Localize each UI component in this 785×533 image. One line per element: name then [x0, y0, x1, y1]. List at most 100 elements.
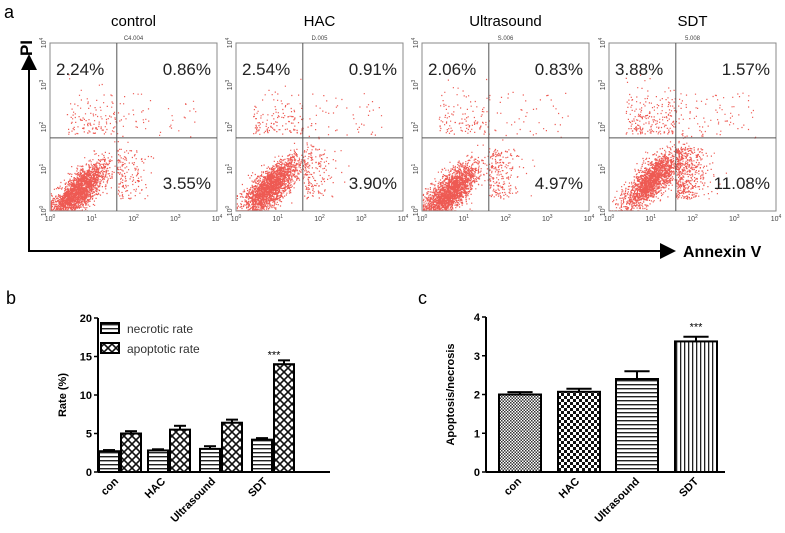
- y-tick-label: 10: [80, 390, 92, 402]
- sample-id: S.006: [498, 36, 514, 42]
- y-tick-label: 1: [474, 428, 480, 440]
- y-tick-label: 101: [598, 163, 607, 174]
- y-tick-label: 3: [474, 351, 480, 363]
- y-tick-label: 103: [225, 79, 234, 90]
- sample-id: C4.004: [124, 36, 144, 42]
- x-tick-label: 103: [356, 214, 367, 223]
- y-tick-label: 100: [411, 205, 420, 216]
- scatter-points: [236, 78, 383, 212]
- y-tick-label: 4: [474, 312, 481, 324]
- quadrant-lower-right: 3.55%: [163, 174, 211, 193]
- plot-frame: [608, 42, 777, 212]
- x-tick-label: 104: [771, 214, 782, 223]
- bar-ratio-ultrasound: [615, 378, 659, 473]
- sample-id: D.005: [311, 36, 328, 42]
- y-tick-label: 100: [225, 205, 234, 216]
- legend-label: apoptotic rate: [127, 342, 200, 356]
- x-tick-label: 101: [86, 214, 97, 223]
- y-tick-label: 103: [598, 79, 607, 90]
- x-tick-label: 102: [128, 214, 139, 223]
- plot-title: Ultrasound: [469, 13, 542, 30]
- x-tick-label: HAC: [143, 476, 168, 501]
- legend-label: necrotic rate: [127, 322, 193, 336]
- y-tick-label: 102: [598, 121, 607, 132]
- panel-label-c: c: [418, 288, 427, 308]
- x-tick-label: Ultrasound: [169, 476, 219, 526]
- bar-necrotic-hac: [147, 449, 169, 474]
- plot-frame: [421, 42, 590, 212]
- y-tick-label: 102: [411, 121, 420, 132]
- bar-necrotic-con: [98, 450, 120, 473]
- x-tick-label: 102: [314, 214, 325, 223]
- y-tick-label: 100: [39, 205, 48, 216]
- y-tick-label: 104: [225, 37, 234, 48]
- bar-ratio-sdt: [674, 340, 718, 473]
- y-tick-label: 20: [80, 313, 92, 325]
- x-tick-label: 101: [645, 214, 656, 223]
- quadrant-lower-right: 11.08%: [714, 174, 770, 193]
- x-tick-label: 100: [231, 214, 242, 223]
- y-tick-label: 102: [225, 121, 234, 132]
- x-tick-label: 103: [729, 214, 740, 223]
- y-tick-label: 101: [411, 163, 420, 174]
- bar-necrotic-sdt: [251, 438, 273, 474]
- y-tick-label: 103: [411, 79, 420, 90]
- annexin-axis-label: Annexin V: [683, 244, 762, 261]
- scatter-points: [50, 74, 197, 212]
- bar-necrotic-ultrasound: [199, 447, 221, 473]
- x-tick-label: SDT: [677, 475, 701, 499]
- quadrant-upper-right: 0.83%: [535, 60, 583, 79]
- legend-swatch: [100, 322, 120, 334]
- bar-apoptotic-sdt: [273, 363, 295, 474]
- y-tick-label: 5: [86, 429, 92, 441]
- bar-apoptotic-con: [120, 432, 142, 473]
- y-axis-label: Apoptosis/necrosis: [445, 343, 457, 445]
- plot-title: HAC: [304, 13, 336, 30]
- x-tick-label: 104: [584, 214, 595, 223]
- y-tick-label: 103: [39, 79, 48, 90]
- y-tick-label: 15: [80, 352, 92, 364]
- x-tick-label: 102: [687, 214, 698, 223]
- quadrant-lower-right: 4.97%: [535, 174, 583, 193]
- scatter-points: [422, 78, 569, 212]
- y-tick-label: 101: [39, 163, 48, 174]
- quadrant-upper-left: 2.06%: [428, 60, 476, 79]
- bar-ratio-hac: [557, 390, 601, 474]
- x-tick-label: 103: [542, 214, 553, 223]
- quadrant-upper-right: 0.91%: [349, 60, 397, 79]
- quadrant-lower-right: 3.90%: [349, 174, 397, 193]
- x-tick-label: 100: [45, 214, 56, 223]
- y-tick-label: 101: [225, 163, 234, 174]
- bar-apoptotic-hac: [169, 428, 191, 473]
- x-tick-label: 101: [458, 214, 469, 223]
- x-tick-label: 104: [398, 214, 409, 223]
- significance-annotation: ***: [268, 350, 282, 362]
- y-tick-label: 0: [86, 467, 92, 479]
- significance-annotation: ***: [690, 322, 704, 334]
- plot-frame: [49, 42, 218, 212]
- plot-frame: [235, 42, 404, 212]
- quadrant-upper-left: 2.24%: [56, 60, 104, 79]
- x-tick-label: con: [502, 475, 525, 498]
- y-tick-label: 100: [598, 205, 607, 216]
- x-tick-label: 101: [272, 214, 283, 223]
- quadrant-upper-left: 3.88%: [615, 60, 663, 79]
- quadrant-upper-left: 2.54%: [242, 60, 290, 79]
- x-tick-label: con: [99, 475, 122, 498]
- y-tick-label: 2: [474, 390, 480, 402]
- y-tick-label: 104: [598, 37, 607, 48]
- y-tick-label: 102: [39, 121, 48, 132]
- x-tick-label: 104: [212, 214, 223, 223]
- legend-swatch: [100, 342, 120, 354]
- x-tick-label: 103: [170, 214, 181, 223]
- bar-ratio-con: [498, 393, 542, 473]
- sample-id: 5.008: [685, 36, 701, 42]
- x-tick-label: 100: [417, 214, 428, 223]
- plot-title: control: [111, 13, 156, 30]
- x-tick-label: 102: [500, 214, 511, 223]
